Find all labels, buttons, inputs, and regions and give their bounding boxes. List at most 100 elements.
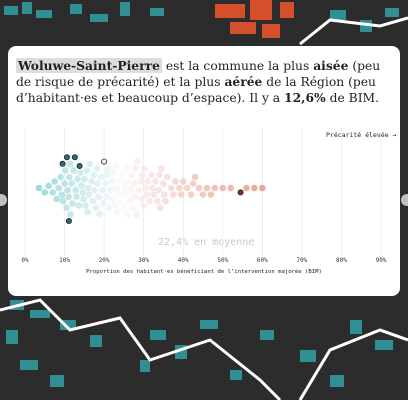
dot (129, 204, 136, 212)
dot (103, 171, 111, 179)
dot (41, 189, 49, 196)
dot (115, 191, 122, 198)
dot (199, 191, 207, 198)
x-axis-label: Proportion des habitant·es bénéficiant d… (86, 268, 322, 275)
dot (58, 191, 66, 198)
dot (86, 160, 94, 168)
dot (123, 178, 131, 185)
dot (51, 178, 58, 185)
dot (158, 164, 165, 172)
text: de la Région (peu d’habitant·es et beauc… (16, 75, 376, 105)
dot (95, 193, 102, 201)
dot (177, 191, 185, 198)
dot (81, 175, 88, 183)
dot (148, 171, 155, 179)
dot (183, 184, 191, 192)
dot (160, 180, 167, 187)
dot (72, 186, 79, 194)
dot (168, 184, 175, 192)
dot (45, 182, 53, 190)
text-bold: 12,6% (284, 90, 326, 105)
dot (118, 197, 125, 205)
dot (49, 189, 56, 196)
dot (137, 195, 145, 203)
dot (114, 208, 121, 216)
dot (104, 164, 112, 172)
dot (155, 186, 162, 194)
dot (94, 180, 102, 187)
dot (79, 189, 87, 196)
dot (154, 197, 161, 205)
dot (164, 173, 171, 181)
dot (35, 184, 43, 192)
x-tick-label: 70% (296, 257, 307, 264)
text-bold: aérée (224, 74, 263, 89)
dot (143, 191, 151, 198)
dot (69, 200, 76, 207)
dot (140, 202, 147, 209)
dot (99, 186, 106, 194)
dot (144, 178, 151, 185)
dot (55, 184, 62, 192)
dot (130, 180, 138, 187)
dot (93, 164, 101, 172)
dot (156, 171, 163, 179)
dot (175, 184, 183, 192)
dot (111, 202, 119, 209)
prev-arrow[interactable] (0, 194, 7, 206)
commune-name: Woluwe-Saint-Pierre (16, 58, 162, 73)
dot (138, 171, 146, 179)
text: de BIM. (325, 91, 380, 105)
dot (141, 164, 148, 172)
x-tick-label: 90% (376, 257, 387, 264)
dot (53, 195, 60, 203)
dot (116, 178, 124, 185)
dot (96, 211, 103, 218)
x-tick-label: 30% (138, 257, 149, 264)
dot (189, 180, 197, 187)
dot (119, 204, 127, 212)
dot (109, 195, 117, 203)
dot (63, 204, 70, 212)
dot (88, 178, 95, 185)
dot (68, 180, 75, 187)
dot (122, 191, 129, 198)
dot (187, 191, 195, 198)
dot (64, 186, 72, 194)
dot (89, 197, 97, 205)
dot (135, 186, 143, 194)
dot (207, 191, 215, 198)
highlight-dot (71, 154, 78, 161)
buildings-teal (4, 2, 399, 387)
dot (92, 204, 100, 212)
dot (126, 197, 133, 205)
next-arrow[interactable] (401, 194, 408, 206)
dot (121, 184, 128, 192)
dot (91, 186, 98, 194)
dot (85, 191, 93, 198)
dot (162, 197, 169, 205)
highlight-dot (63, 154, 70, 161)
dot (172, 178, 179, 185)
dot (127, 186, 135, 194)
highlight-dot (101, 158, 108, 165)
dot (80, 195, 87, 203)
dot (219, 184, 227, 192)
dot (119, 171, 126, 179)
dot (160, 191, 168, 198)
dot (133, 211, 140, 218)
dot (134, 158, 141, 165)
dot (61, 180, 68, 187)
description: Woluwe-Saint-Pierre est la commune la pl… (16, 58, 394, 106)
dot (110, 169, 117, 176)
annotation: Précarité élevée → (326, 131, 397, 139)
dot (112, 162, 120, 170)
x-tick-label: 40% (178, 257, 189, 264)
dot (170, 191, 177, 198)
dot (66, 160, 74, 168)
dot (78, 182, 85, 190)
dot (100, 200, 107, 207)
dot (83, 167, 91, 174)
dot (107, 186, 114, 194)
